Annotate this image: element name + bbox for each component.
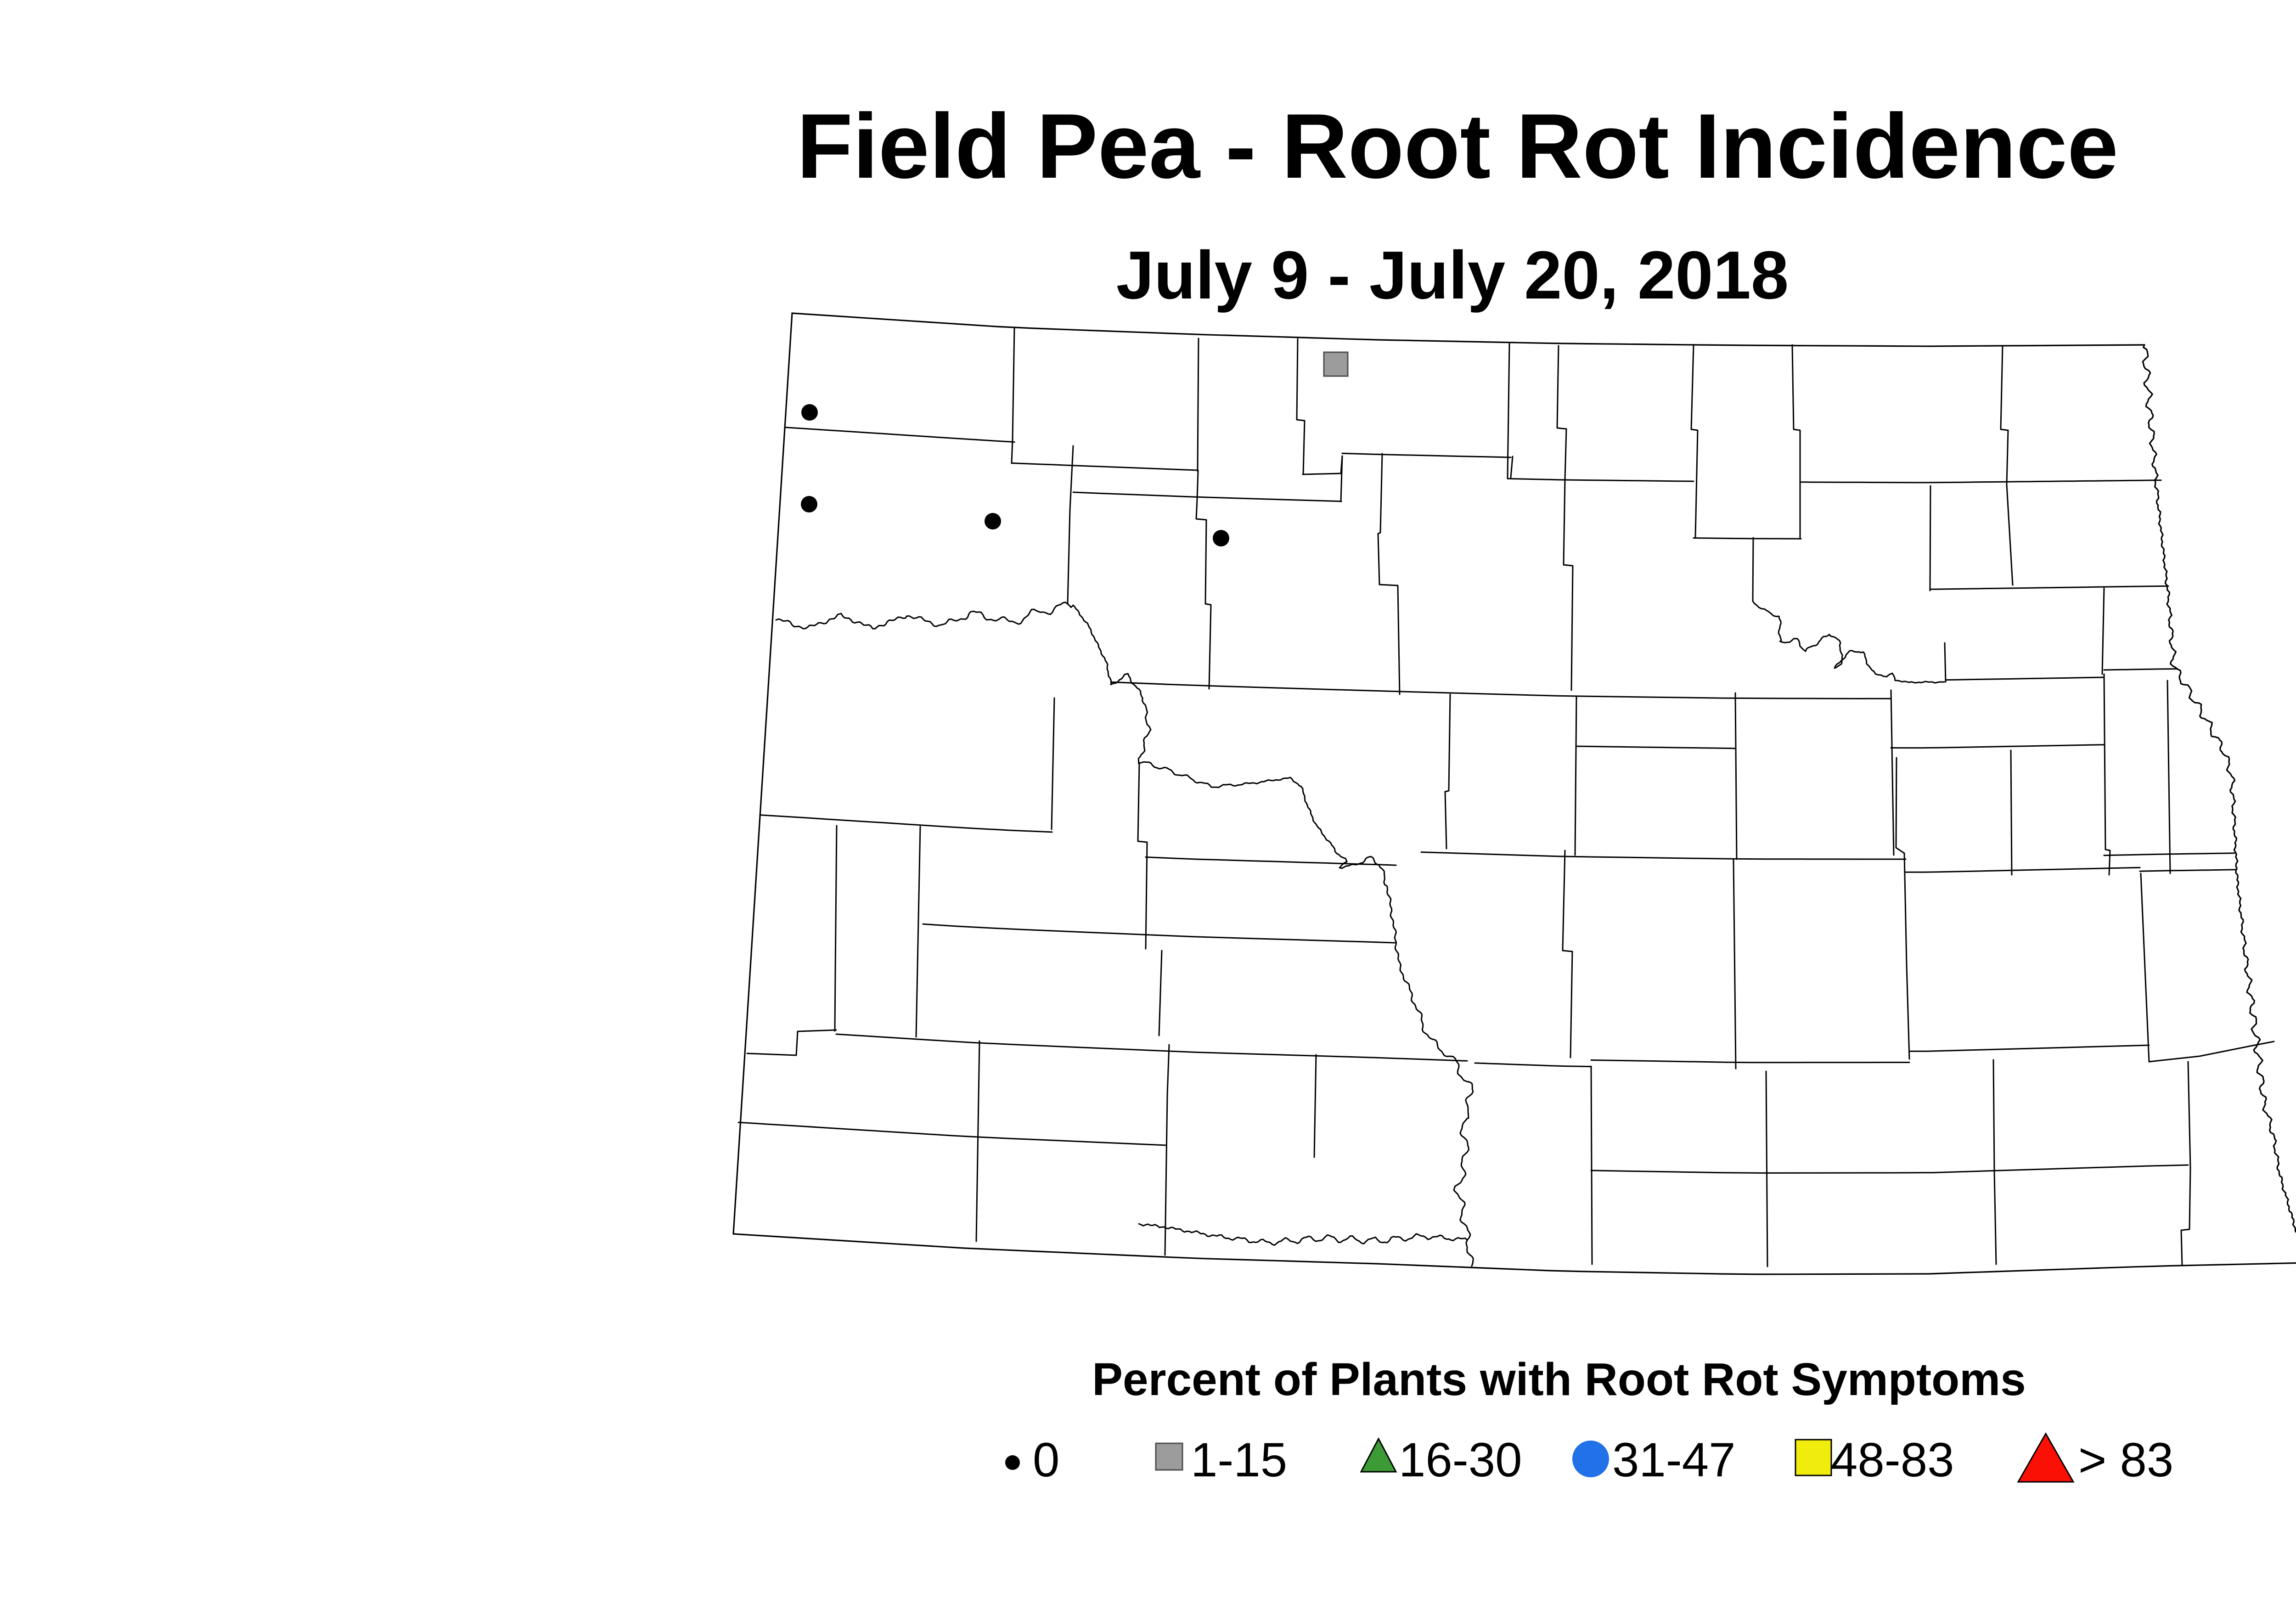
svg-text:31-47: 31-47 xyxy=(1612,1433,1736,1487)
svg-text:1-15: 1-15 xyxy=(1191,1433,1287,1487)
svg-text:Field Pea - Root Rot Incidence: Field Pea - Root Rot Incidence xyxy=(797,95,2118,197)
svg-text:> 83: > 83 xyxy=(2078,1433,2173,1487)
svg-text:0: 0 xyxy=(1033,1433,1059,1487)
svg-text:16-30: 16-30 xyxy=(1399,1433,1522,1487)
svg-text:48-83: 48-83 xyxy=(1831,1433,1954,1487)
svg-text:Percent of Plants with Root Ro: Percent of Plants with Root Rot Symptoms xyxy=(1092,1354,2026,1405)
svg-text:July 9 - July 20, 2018: July 9 - July 20, 2018 xyxy=(1116,237,1789,313)
